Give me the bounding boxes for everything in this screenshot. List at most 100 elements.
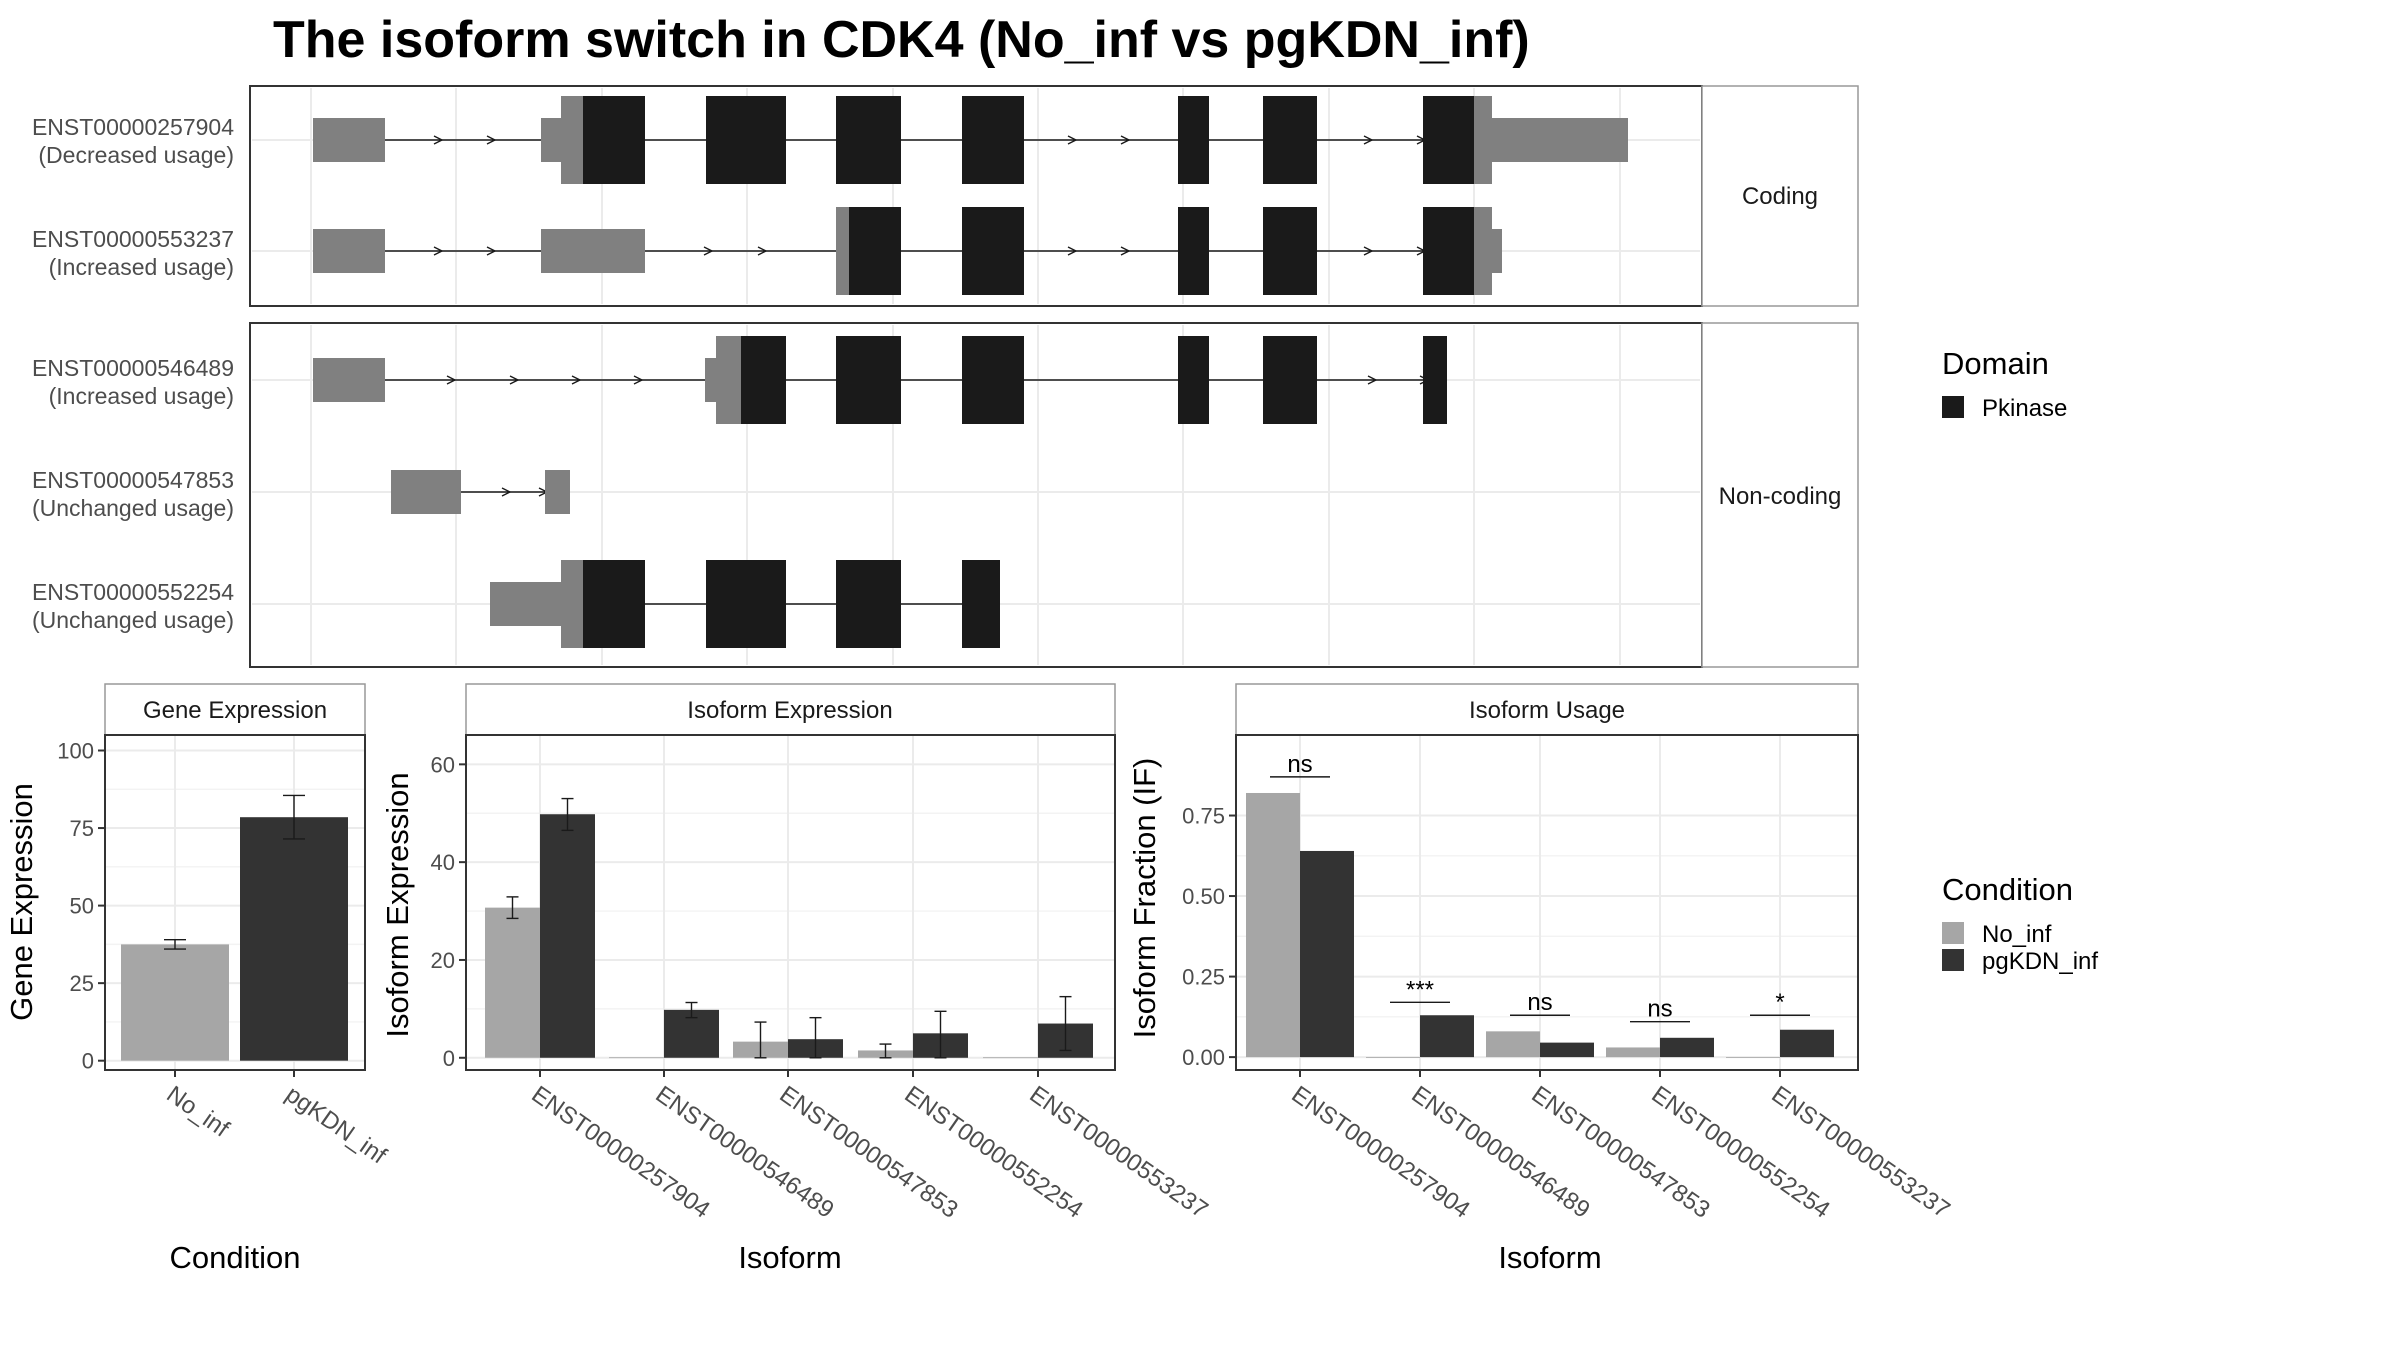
- direction-arrow: [486, 246, 497, 256]
- strip-noncoding: [1701, 322, 1859, 668]
- y-axis-title: Isoform Fraction (IF): [1127, 758, 1162, 1039]
- direction-arrow: [1120, 246, 1131, 256]
- bar: [1246, 792, 1300, 1058]
- structure-transcripts: [313, 96, 1628, 648]
- isoform-usage: (Decreased usage): [38, 142, 234, 168]
- pkinase-exon: [836, 560, 901, 648]
- pkinase-exon: [836, 336, 901, 424]
- direction-arrow: [1067, 246, 1078, 256]
- utr-exon: [1474, 207, 1492, 295]
- x-axis-title: Isoform: [1498, 1240, 1601, 1275]
- bar: [540, 814, 595, 1058]
- direction-arrow: [571, 375, 582, 385]
- bar: [1300, 850, 1354, 1058]
- direction-arrow: [433, 135, 444, 145]
- isoform-label-552254: ENST00000552254 (Unchanged usage): [32, 579, 234, 633]
- panel-title: Gene Expression: [143, 697, 327, 724]
- strip-label-coding: Coding: [1742, 183, 1818, 210]
- condition-legend-key-pgkdn-inf: [1942, 949, 1964, 971]
- pkinase-exon: [706, 96, 786, 184]
- pkinase-exon: [1263, 207, 1317, 295]
- condition-legend-key-no-inf: [1942, 922, 1964, 944]
- pkinase-exon: [836, 96, 901, 184]
- figure-title: The isoform switch in CDK4 (No_inf vs pg…: [273, 11, 1530, 69]
- direction-arrow: [757, 246, 768, 256]
- strip-gene-expression: [104, 683, 366, 736]
- direction-arrow: [509, 375, 520, 385]
- y-tick-label: 0: [443, 1046, 455, 1071]
- transcript-row: [313, 96, 1628, 184]
- y-tick-label: 0.00: [1182, 1045, 1225, 1070]
- isoform-usage-chart: Isoform Usage ns *** ns ns * 0.00 0.25 0.50 0.7…: [1127, 683, 2098, 1275]
- utr-exon: [313, 229, 385, 273]
- significance-label: *: [1775, 989, 1784, 1016]
- isoform-usage: (Unchanged usage): [32, 495, 234, 521]
- isoform-id: ENST00000552254: [32, 579, 234, 605]
- pkinase-exon: [962, 336, 1024, 424]
- x-axis-title: Isoform: [738, 1240, 841, 1275]
- pkinase-exon: [849, 207, 901, 295]
- utr-exon: [541, 229, 645, 273]
- isoform-label-553237: ENST00000553237 (Increased usage): [32, 226, 234, 280]
- transcript-row: [391, 470, 570, 514]
- isoform-id: ENST00000257904: [32, 114, 234, 140]
- pkinase-exon: [1178, 336, 1209, 424]
- y-axis-title: Isoform Expression: [380, 772, 415, 1037]
- bar: [485, 907, 540, 1058]
- isoform-id: ENST00000546489: [32, 355, 234, 381]
- utr-exon: [561, 96, 583, 184]
- y-tick-label: 20: [431, 948, 455, 973]
- domain-legend-key-pkinase: [1942, 396, 1964, 418]
- pkinase-exon: [1178, 207, 1209, 295]
- strip-label-noncoding: Non-coding: [1719, 483, 1842, 510]
- transcript-row: [313, 207, 1502, 295]
- direction-arrow: [1363, 135, 1374, 145]
- direction-arrow: [633, 375, 644, 385]
- domain-legend-label-pkinase: Pkinase: [1982, 395, 2067, 422]
- direction-arrow: [446, 375, 457, 385]
- direction-arrow: [1363, 246, 1374, 256]
- pkinase-exon: [1263, 336, 1317, 424]
- bar: [121, 944, 229, 1061]
- y-tick-label: 0.50: [1182, 884, 1225, 909]
- bar: [1366, 1057, 1420, 1058]
- bar: [1420, 1015, 1474, 1058]
- y-tick-label: 25: [70, 971, 94, 996]
- utr-exon: [541, 118, 561, 162]
- isoform-id: ENST00000547853: [32, 467, 234, 493]
- bar: [983, 1057, 1038, 1059]
- strip-isoform-usage: [1235, 683, 1859, 736]
- isoform-usage: (Increased usage): [49, 383, 234, 409]
- isoform-id: ENST00000553237: [32, 226, 234, 252]
- direction-arrow: [501, 487, 512, 497]
- direction-arrow: [1367, 375, 1378, 385]
- condition-legend-label-no-inf: No_inf: [1982, 921, 2052, 948]
- isoform-label-546489: ENST00000546489 (Increased usage): [32, 355, 234, 409]
- pkinase-exon: [962, 207, 1024, 295]
- y-tick-label: 60: [431, 752, 455, 777]
- y-tick-label: 0.25: [1182, 965, 1225, 990]
- pkinase-exon: [1423, 336, 1447, 424]
- utr-exon: [1474, 96, 1492, 184]
- x-axis-title: Condition: [170, 1240, 301, 1275]
- structure-section: Coding Non-coding ENST00000257904 (Decre…: [32, 85, 2067, 668]
- pkinase-exon: [1178, 96, 1209, 184]
- significance-label: ns: [1647, 996, 1672, 1023]
- isoform-usage: (Increased usage): [49, 254, 234, 280]
- utr-exon: [716, 336, 741, 424]
- significance-label: ***: [1406, 976, 1434, 1003]
- direction-arrow: [1120, 135, 1131, 145]
- domain-legend: Domain Pkinase: [1942, 346, 2067, 422]
- panel-title: Isoform Expression: [687, 697, 892, 724]
- domain-legend-title: Domain: [1942, 346, 2049, 381]
- x-tick-label: pgKDN_inf: [281, 1081, 392, 1170]
- y-tick-label: 100: [57, 739, 94, 764]
- bar: [609, 1057, 664, 1059]
- direction-arrow: [1067, 135, 1078, 145]
- significance-label: ns: [1527, 989, 1552, 1016]
- isoform-expression-chart: Isoform Expression 0204060ENST0000025790…: [380, 683, 1213, 1275]
- bars: ns *** ns ns *: [1246, 751, 1834, 1058]
- pkinase-exon: [583, 96, 645, 184]
- bar: [1606, 1047, 1660, 1058]
